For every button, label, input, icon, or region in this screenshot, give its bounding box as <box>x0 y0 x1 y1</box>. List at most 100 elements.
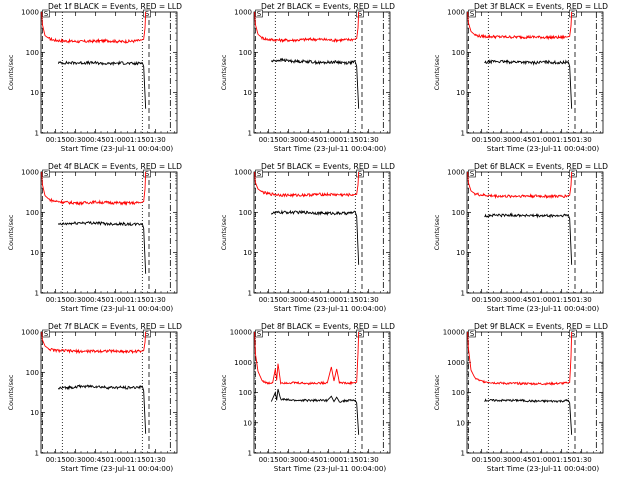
annotation-label: S <box>358 330 363 338</box>
y-axis-label: Counts/sec <box>433 214 441 250</box>
x-tick-label: 00:15 <box>472 136 492 144</box>
x-tick-label: 01:15 <box>552 456 572 464</box>
annotation-box <box>356 169 364 178</box>
y-axis-label: Counts/sec <box>433 374 441 410</box>
x-tick-label: 00:30 <box>66 296 86 304</box>
annotation-box <box>143 329 151 338</box>
series-events-line <box>57 220 147 274</box>
x-tick-label: 00:45 <box>299 136 319 144</box>
chart-title: Det 1f BLACK = Events, RED = LLD <box>48 2 182 11</box>
x-tick-label: 00:45 <box>299 296 319 304</box>
y-tick-label: 100 <box>26 49 39 57</box>
series-lld-line <box>254 11 360 43</box>
x-tick-label: 01:15 <box>339 136 359 144</box>
annotation-label: S <box>145 170 150 178</box>
x-tick-label: 01:00 <box>106 456 126 464</box>
x-axis-label: Start Time (23-Jul-11 00:04:00) <box>61 144 174 153</box>
y-tick-label: 100 <box>239 49 252 57</box>
annotation-label: S <box>571 170 576 178</box>
annotation-box <box>42 329 50 338</box>
y-tick-label: 10 <box>456 419 465 427</box>
series-lld-line <box>41 11 147 44</box>
x-axis-label: Start Time (23-Jul-11 00:04:00) <box>61 304 174 313</box>
y-tick-label: 1000 <box>234 359 252 367</box>
chart-panel-5: Det 5f BLACK = Events, RED = LLD 1 10 100 10… <box>220 162 395 313</box>
annotation-box <box>569 9 577 18</box>
chart-title: Det 9f BLACK = Events, RED = LLD <box>474 322 608 331</box>
plot-frame <box>40 11 178 134</box>
chart-title: Det 6f BLACK = Events, RED = LLD <box>474 162 608 171</box>
plot-frame <box>40 331 178 454</box>
y-tick-label: 1000 <box>234 169 252 177</box>
annotation-label: S <box>257 10 262 18</box>
x-tick-label: 00:30 <box>279 296 299 304</box>
x-tick-label: 01:30 <box>146 296 166 304</box>
y-axis-label: Counts/sec <box>433 54 441 90</box>
y-tick-label: 1000 <box>21 169 39 177</box>
y-axis-label: Counts/sec <box>7 374 15 410</box>
x-tick-label: 01:30 <box>146 136 166 144</box>
x-tick-label: 00:15 <box>46 296 66 304</box>
series-events-line <box>484 398 573 435</box>
annotation-label: S <box>358 10 363 18</box>
annotation-box <box>468 9 476 18</box>
plot-frame <box>466 11 604 134</box>
y-tick-label: 10 <box>30 249 39 257</box>
y-tick-label: 10 <box>30 409 39 417</box>
x-tick-label: 01:15 <box>339 456 359 464</box>
chart-title: Det 8f BLACK = Events, RED = LLD <box>261 322 395 331</box>
chart-panel-2: Det 2f BLACK = Events, RED = LLD 1 10 100 10… <box>220 2 395 153</box>
series-events-line <box>57 383 147 434</box>
annotation-label: S <box>470 10 475 18</box>
annotation-box <box>143 9 151 18</box>
x-tick-label: 00:15 <box>472 456 492 464</box>
series-lld-line <box>254 171 360 198</box>
annotation-box <box>42 9 50 18</box>
annotation-label: S <box>358 170 363 178</box>
y-axis-label: Counts/sec <box>220 374 228 410</box>
x-axis-label: Start Time (23-Jul-11 00:04:00) <box>487 304 600 313</box>
y-tick-label: 1000 <box>21 9 39 17</box>
y-tick-label: 10000 <box>443 329 465 337</box>
y-tick-label: 1 <box>461 130 465 138</box>
x-tick-label: 00:30 <box>66 456 86 464</box>
x-tick-label: 01:30 <box>572 456 592 464</box>
x-tick-label: 00:45 <box>512 456 532 464</box>
plot-frame <box>466 171 604 294</box>
series-lld-line <box>254 331 360 386</box>
y-axis-label: Counts/sec <box>7 54 15 90</box>
chart-panel-1: Det 1f BLACK = Events, RED = LLD 1 10 100 10… <box>7 2 182 153</box>
x-tick-label: 00:45 <box>512 296 532 304</box>
series-lld-line <box>41 171 147 206</box>
chart-title: Det 5f BLACK = Events, RED = LLD <box>261 162 395 171</box>
series-events-line <box>270 57 360 109</box>
x-tick-label: 00:30 <box>492 136 512 144</box>
x-tick-label: 01:15 <box>126 136 146 144</box>
annotation-box <box>569 329 577 338</box>
annotation-box <box>255 169 263 178</box>
x-tick-label: 01:30 <box>359 136 379 144</box>
x-tick-label: 00:45 <box>86 136 106 144</box>
y-tick-label: 100 <box>26 209 39 217</box>
x-tick-label: 00:45 <box>86 296 106 304</box>
y-tick-label: 10 <box>243 419 252 427</box>
y-tick-label: 1000 <box>21 329 39 337</box>
x-tick-label: 01:30 <box>572 136 592 144</box>
x-tick-label: 01:00 <box>106 136 126 144</box>
annotation-box <box>356 329 364 338</box>
y-tick-label: 1000 <box>447 169 465 177</box>
plot-frame <box>40 171 178 294</box>
chart-title: Det 7f BLACK = Events, RED = LLD <box>48 322 182 331</box>
x-tick-label: 01:30 <box>572 296 592 304</box>
y-tick-label: 1 <box>35 450 39 458</box>
x-axis-label: Start Time (23-Jul-11 00:04:00) <box>274 304 387 313</box>
y-tick-label: 100 <box>452 389 465 397</box>
annotation-box <box>468 169 476 178</box>
chart-panel-9: Det 9f BLACK = Events, RED = LLD 1 10 100 10… <box>433 322 608 473</box>
series-events-line <box>270 388 360 435</box>
annotation-label: S <box>145 330 150 338</box>
series-lld-line <box>41 331 147 355</box>
annotation-label: S <box>44 10 49 18</box>
annotation-box <box>569 169 577 178</box>
annotation-label: S <box>257 170 262 178</box>
